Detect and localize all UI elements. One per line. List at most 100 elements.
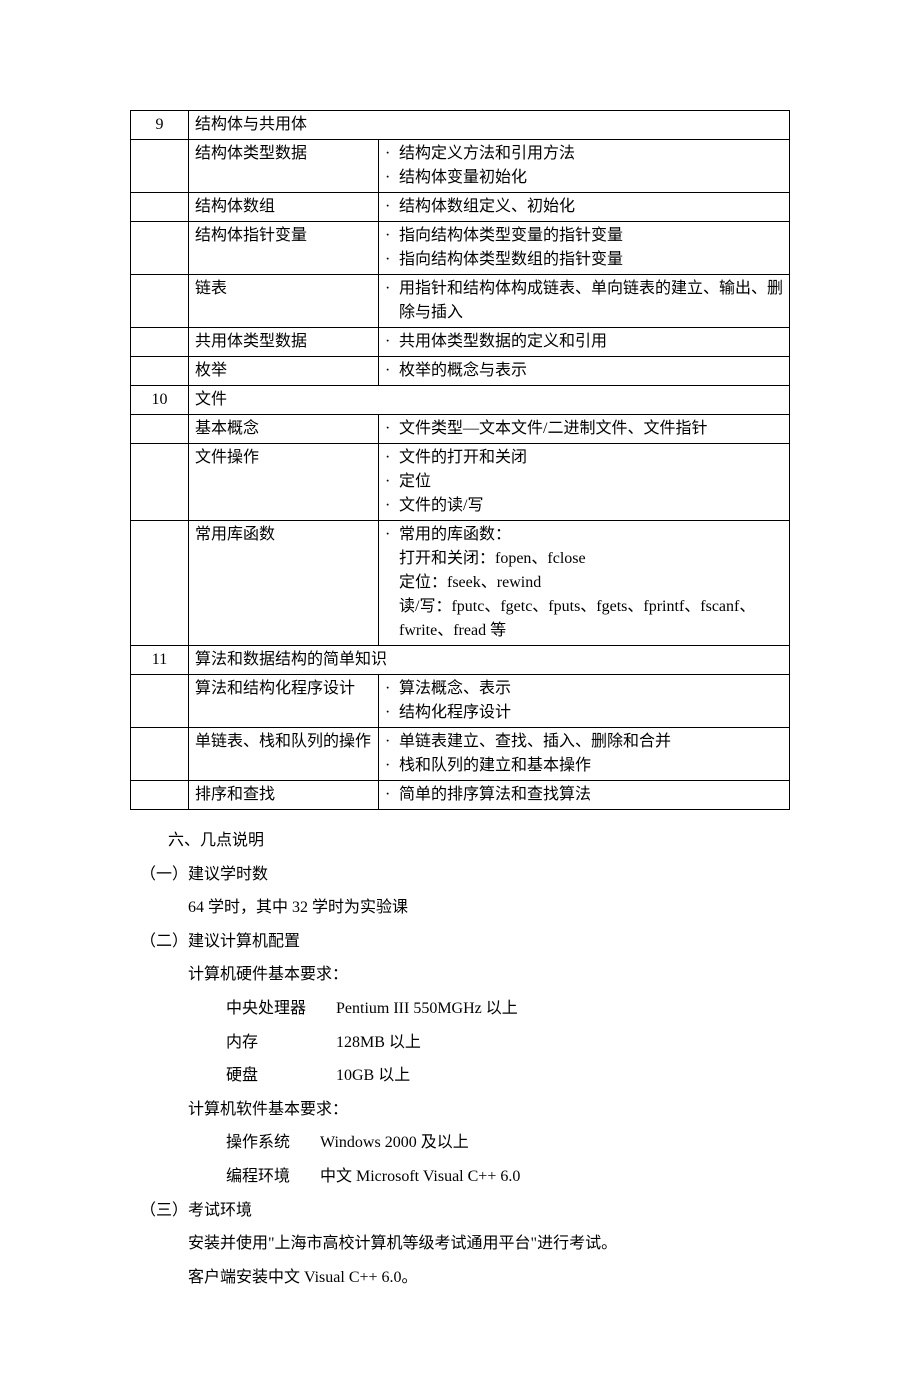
notes-heading: 六、几点说明 (130, 824, 790, 858)
detail-text: 结构定义方法和引用方法 (399, 142, 783, 166)
section-1-title: （一）建议学时数 (130, 858, 790, 892)
table-row: 排序和查找·简单的排序算法和查找算法 (131, 781, 790, 810)
detail-text: 定位：fseek、rewind (399, 571, 783, 595)
table-row: 结构体指针变量·指向结构体类型变量的指针变量·指向结构体类型数组的指针变量 (131, 222, 790, 275)
detail-cell: ·结构体数组定义、初始化 (379, 193, 790, 222)
detail-text: 打开和关闭：fopen、fclose (399, 547, 783, 571)
spec-value: 中文 Microsoft Visual C++ 6.0 (320, 1160, 520, 1194)
detail-text: 算法概念、表示 (399, 677, 783, 701)
detail-text: 枚举的概念与表示 (399, 359, 783, 383)
section-1-line: 64 学时，其中 32 学时为实验课 (130, 891, 790, 925)
bullet-dot-icon: · (385, 166, 399, 190)
syllabus-table: 9结构体与共用体结构体类型数据·结构定义方法和引用方法·结构体变量初始化结构体数… (130, 110, 790, 810)
topic-cell: 结构体类型数据 (189, 140, 379, 193)
bullet-dot-icon: · (385, 142, 399, 166)
detail-cell: ·常用的库函数：打开和关闭：fopen、fclose定位：fseek、rewin… (379, 521, 790, 646)
bullet-dot-icon: · (385, 494, 399, 518)
spec-label: 操作系统 (226, 1126, 320, 1160)
detail-text: 结构化程序设计 (399, 701, 783, 725)
topic-cell: 结构体指针变量 (189, 222, 379, 275)
section-number: 9 (131, 111, 189, 140)
detail-bullet: ·单链表建立、查找、插入、删除和合并 (385, 730, 783, 754)
section-3-line: 客户端安装中文 Visual C++ 6.0。 (130, 1261, 790, 1295)
section-number (131, 222, 189, 275)
detail-bullet: ·文件类型—文本文件/二进制文件、文件指针 (385, 417, 783, 441)
spec-row: 编程环境中文 Microsoft Visual C++ 6.0 (130, 1160, 790, 1194)
detail-text: 结构体变量初始化 (399, 166, 783, 190)
spec-label: 内存 (226, 1026, 336, 1060)
topic-cell: 常用库函数 (189, 521, 379, 646)
detail-text: 用指针和结构体构成链表、单向链表的建立、输出、删除与插入 (399, 277, 783, 325)
section-number (131, 781, 189, 810)
section-number (131, 675, 189, 728)
detail-bullet: ·指向结构体类型数组的指针变量 (385, 248, 783, 272)
section-number (131, 193, 189, 222)
spec-label: 编程环境 (226, 1160, 320, 1194)
table-row: 文件操作·文件的打开和关闭·定位·文件的读/写 (131, 444, 790, 521)
detail-text: 文件类型—文本文件/二进制文件、文件指针 (399, 417, 783, 441)
topic-cell: 枚举 (189, 357, 379, 386)
bullet-dot-icon: · (385, 248, 399, 272)
detail-text: 文件的读/写 (399, 494, 783, 518)
spec-label: 中央处理器 (226, 992, 336, 1026)
detail-cell: ·文件类型—文本文件/二进制文件、文件指针 (379, 415, 790, 444)
detail-cell: ·简单的排序算法和查找算法 (379, 781, 790, 810)
detail-bullet: ·栈和队列的建立和基本操作 (385, 754, 783, 778)
spec-row: 内存128MB 以上 (130, 1026, 790, 1060)
topic-cell: 共用体类型数据 (189, 328, 379, 357)
table-row: 结构体数组·结构体数组定义、初始化 (131, 193, 790, 222)
section-number (131, 357, 189, 386)
detail-text: 简单的排序算法和查找算法 (399, 783, 783, 807)
bullet-dot-icon: · (385, 359, 399, 383)
detail-text: 文件的打开和关闭 (399, 446, 783, 470)
topic-cell: 结构体数组 (189, 193, 379, 222)
bullet-dot-icon: · (385, 195, 399, 219)
detail-bullet: ·常用的库函数： (385, 523, 783, 547)
table-row: 常用库函数·常用的库函数：打开和关闭：fopen、fclose定位：fseek、… (131, 521, 790, 646)
detail-bullet: ·枚举的概念与表示 (385, 359, 783, 383)
hardware-req-title: 计算机硬件基本要求： (130, 958, 790, 992)
table-row: 单链表、栈和队列的操作·单链表建立、查找、插入、删除和合并·栈和队列的建立和基本… (131, 728, 790, 781)
detail-text: 常用的库函数： (399, 523, 783, 547)
detail-extra: 打开和关闭：fopen、fclose (385, 547, 783, 571)
section-number: 11 (131, 646, 189, 675)
topic-cell: 单链表、栈和队列的操作 (189, 728, 379, 781)
detail-bullet: ·结构定义方法和引用方法 (385, 142, 783, 166)
detail-bullet: ·文件的读/写 (385, 494, 783, 518)
bullet-dot-icon: · (385, 330, 399, 354)
bullet-dot-icon: · (385, 730, 399, 754)
detail-extra: 定位：fseek、rewind (385, 571, 783, 595)
table-row: 11算法和数据结构的简单知识 (131, 646, 790, 675)
table-row: 10文件 (131, 386, 790, 415)
bullet-dot-icon: · (385, 446, 399, 470)
section-3-title: （三）考试环境 (130, 1194, 790, 1228)
spec-value: 10GB 以上 (336, 1059, 410, 1093)
detail-cell: ·文件的打开和关闭·定位·文件的读/写 (379, 444, 790, 521)
detail-text: 指向结构体类型数组的指针变量 (399, 248, 783, 272)
detail-bullet: ·结构体变量初始化 (385, 166, 783, 190)
bullet-dot-icon: · (385, 523, 399, 547)
spec-row: 操作系统Windows 2000 及以上 (130, 1126, 790, 1160)
topic-cell: 基本概念 (189, 415, 379, 444)
table-row: 结构体类型数据·结构定义方法和引用方法·结构体变量初始化 (131, 140, 790, 193)
spec-label: 硬盘 (226, 1059, 336, 1093)
topic-cell: 链表 (189, 275, 379, 328)
detail-bullet: ·定位 (385, 470, 783, 494)
bullet-dot-icon: · (385, 417, 399, 441)
bullet-dot-icon: · (385, 783, 399, 807)
topic-cell: 文件操作 (189, 444, 379, 521)
table-row: 链表·用指针和结构体构成链表、单向链表的建立、输出、删除与插入 (131, 275, 790, 328)
table-row: 9结构体与共用体 (131, 111, 790, 140)
topic-cell: 算法和结构化程序设计 (189, 675, 379, 728)
detail-extra: 读/写：fputc、fgetc、fputs、fgets、fprintf、fsca… (385, 595, 783, 643)
section-title: 结构体与共用体 (189, 111, 790, 140)
table-row: 算法和结构化程序设计·算法概念、表示·结构化程序设计 (131, 675, 790, 728)
section-number (131, 728, 189, 781)
section-3-line: 安装并使用"上海市高校计算机等级考试通用平台"进行考试。 (130, 1227, 790, 1261)
detail-cell: ·枚举的概念与表示 (379, 357, 790, 386)
detail-text: 定位 (399, 470, 783, 494)
bullet-dot-icon: · (385, 701, 399, 725)
topic-cell: 排序和查找 (189, 781, 379, 810)
detail-cell: ·结构定义方法和引用方法·结构体变量初始化 (379, 140, 790, 193)
detail-text: 指向结构体类型变量的指针变量 (399, 224, 783, 248)
